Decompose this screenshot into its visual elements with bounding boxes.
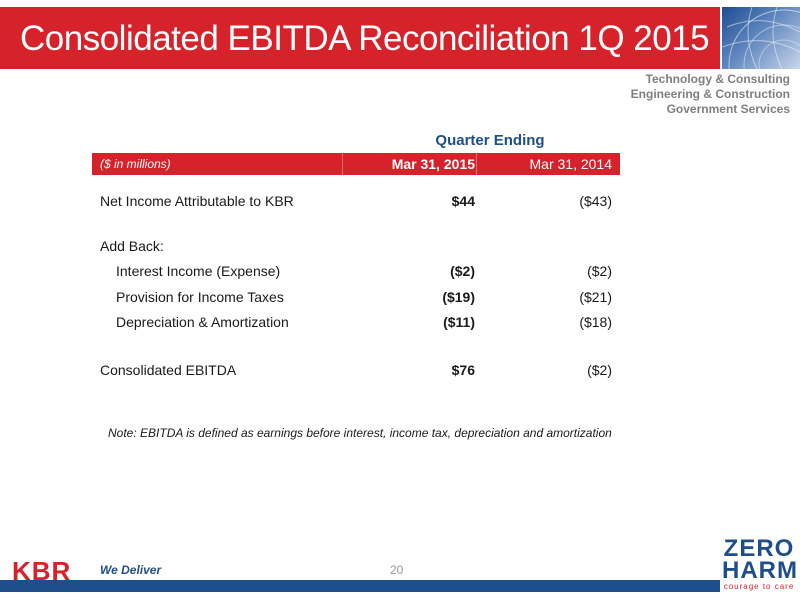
- tagline-technology: Technology & Consulting: [645, 72, 790, 86]
- table-row: Add Back:: [92, 238, 620, 258]
- zero-harm-tagline: courage to care: [723, 582, 795, 591]
- quarter-ending-header: Quarter Ending: [435, 132, 545, 149]
- units-label: ($ in millions): [100, 157, 171, 171]
- row-label: Net Income Attributable to KBR: [100, 193, 294, 209]
- value-2014: ($18): [579, 314, 612, 330]
- footer-bar: [0, 580, 720, 592]
- value-2014: ($43): [579, 193, 612, 209]
- row-label: Interest Income (Expense): [116, 263, 281, 279]
- tagline-engineering: Engineering & Construction: [630, 87, 790, 101]
- globe-image: [722, 7, 800, 69]
- table-row: Depreciation & Amortization ($11) ($18): [92, 314, 620, 334]
- value-2015: ($19): [442, 289, 475, 305]
- title-band: Consolidated EBITDA Reconciliation 1Q 20…: [0, 7, 720, 69]
- column-2014: Mar 31, 2014: [529, 156, 613, 172]
- table-row: Net Income Attributable to KBR $44 ($43): [92, 193, 620, 213]
- value-2015: ($11): [443, 314, 475, 330]
- value-2015: ($2): [450, 263, 475, 279]
- page-number: 20: [390, 563, 404, 577]
- row-label: Consolidated EBITDA: [100, 362, 237, 378]
- value-2014: ($21): [579, 289, 612, 305]
- slogan: We Deliver: [100, 563, 162, 577]
- row-label: Provision for Income Taxes: [116, 289, 284, 305]
- value-2015: $44: [451, 193, 475, 209]
- row-label: Add Back:: [100, 238, 164, 254]
- table-row: Provision for Income Taxes ($19) ($21): [92, 289, 620, 309]
- table-header-row: ($ in millions) Mar 31, 2015 Mar 31, 201…: [92, 153, 620, 175]
- header-divider: [476, 153, 477, 175]
- value-2014: ($2): [587, 263, 612, 279]
- slide-title: Consolidated EBITDA Reconciliation 1Q 20…: [20, 19, 710, 58]
- value-2015: $76: [451, 362, 475, 378]
- table-row: Consolidated EBITDA $76 ($2): [92, 362, 620, 382]
- column-2015: Mar 31, 2015: [391, 156, 475, 172]
- zero-harm-line1: ZERO: [723, 535, 795, 562]
- ebitda-note: Note: EBITDA is defined as earnings befo…: [108, 426, 612, 440]
- value-2014: ($2): [587, 362, 612, 378]
- zero-harm-logo: ZERO HARM courage to care: [722, 535, 798, 592]
- globe-icon: [722, 7, 800, 69]
- business-taglines: Technology & Consulting Engineering & Co…: [631, 72, 790, 117]
- header-divider: [342, 153, 343, 175]
- zero-harm-line2: HARM: [722, 557, 798, 584]
- row-label: Depreciation & Amortization: [116, 314, 289, 330]
- table-row: Interest Income (Expense) ($2) ($2): [92, 263, 620, 283]
- tagline-government: Government Services: [666, 102, 790, 116]
